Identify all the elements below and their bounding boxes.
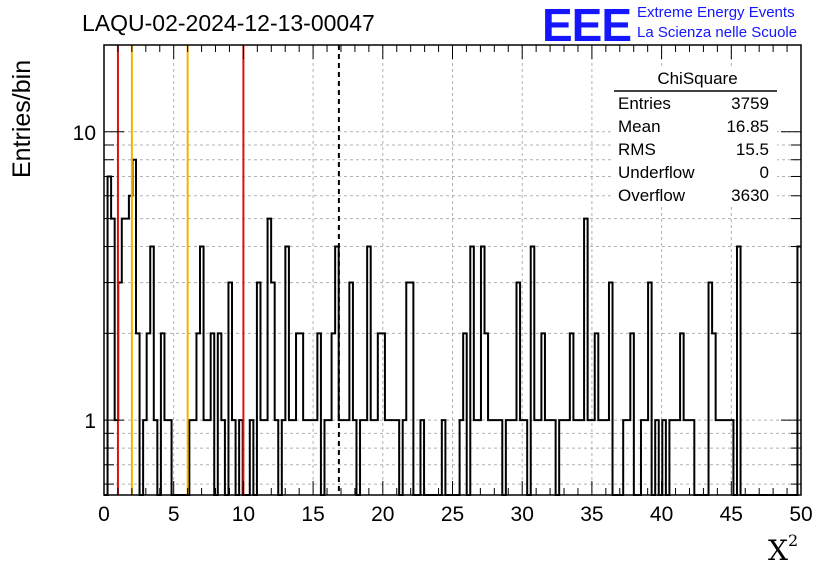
stats-value: 3630 [731,186,769,205]
x-tick-label: 50 [789,503,812,526]
stats-value: 16.85 [726,117,769,136]
x-tick-label: 40 [650,503,673,526]
stats-value: 0 [760,163,769,182]
stats-label: Entries [618,94,671,113]
stats-label: Mean [618,117,661,136]
x-tick-label: 20 [371,503,394,526]
x-axis-label: X2 [768,530,799,567]
stats-value: 3759 [731,94,769,113]
y-tick-label: 10 [73,122,96,145]
x-tick-label: 25 [441,503,464,526]
x-tick-label: 5 [168,503,180,526]
x-tick-label: 30 [511,503,534,526]
stats-label: Underflow [618,163,695,182]
eee-logo: EEE [542,0,632,51]
y-tick-label: 1 [84,410,96,433]
x-tick-label: 15 [301,503,324,526]
x-tick-label: 45 [720,503,743,526]
org-name-line1: Extreme Energy Events [637,4,795,21]
x-tick-label: 35 [580,503,603,526]
stats-label: Overflow [618,186,686,205]
stats-label: RMS [618,140,656,159]
org-name-line2: La Scienza nelle Scuole [637,24,798,41]
x-tick-label: 10 [232,503,255,526]
x-tick-label: 0 [98,503,110,526]
stats-title: ChiSquare [657,69,737,88]
x-axis-label-base: X [768,534,788,567]
x-axis-label-sup: 2 [787,530,799,550]
stats-value: 15.5 [736,140,769,159]
chart-title: LAQU-02-2024-12-13-00047 [82,10,375,36]
